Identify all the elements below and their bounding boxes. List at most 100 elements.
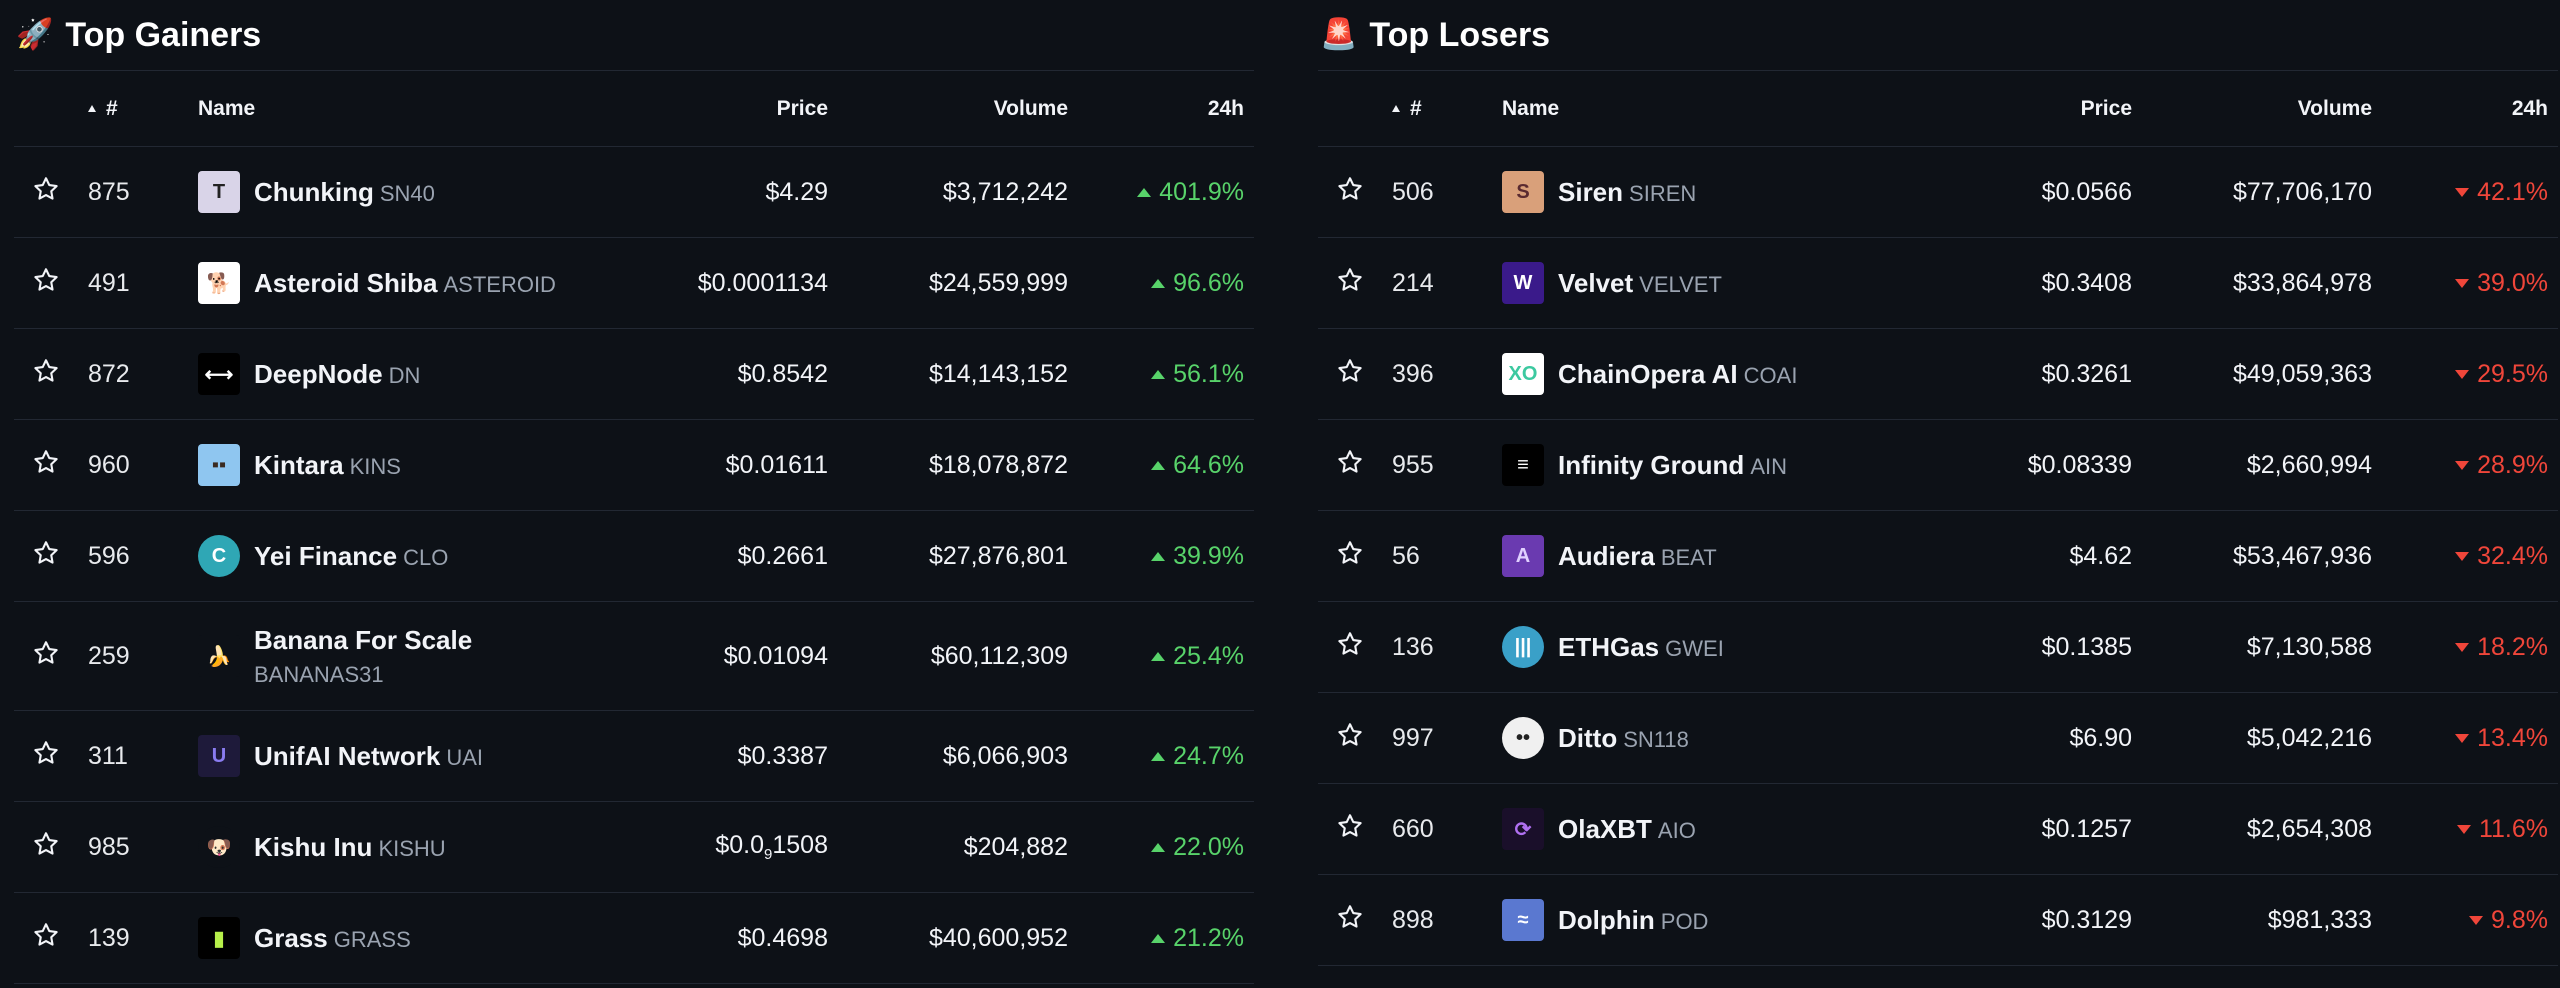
coin-name[interactable]: Yei Finance bbox=[254, 540, 398, 571]
table-row[interactable]: 596 C Yei Finance CLO $0.2661 $27,876,801 39.9… bbox=[14, 511, 1254, 602]
coin-name-cell[interactable]: ⟳ OlaXBT AIO bbox=[1502, 808, 1912, 850]
rank-header[interactable]: # bbox=[1382, 71, 1492, 147]
coin-name-cell[interactable]: C Yei Finance CLO bbox=[198, 535, 608, 577]
table-row[interactable]: 136 ||| ETHGas GWEI $0.1385 $7,130,588 18.2% bbox=[1318, 602, 2558, 693]
coin-symbol: KINS bbox=[349, 453, 401, 479]
coin-name-cell[interactable]: ▮ Grass GRASS bbox=[198, 917, 608, 959]
table-row[interactable]: 56 A Audiera BEAT $4.62 $53,467,936 32.4% bbox=[1318, 511, 2558, 602]
coin-name-cell[interactable]: W Velvet VELVET bbox=[1502, 262, 1912, 304]
coin-name[interactable]: DeepNode bbox=[254, 358, 383, 389]
star-outline-icon[interactable] bbox=[1336, 539, 1364, 567]
coin-name[interactable]: Kishu Inu bbox=[254, 831, 373, 862]
star-outline-icon[interactable] bbox=[32, 175, 60, 203]
coin-name[interactable]: OlaXBT bbox=[1558, 813, 1652, 844]
change-cell: 13.4% bbox=[2382, 693, 2558, 784]
coin-name[interactable]: Kintara bbox=[254, 449, 344, 480]
coin-name-cell[interactable]: ≈ Dolphin POD bbox=[1502, 899, 1912, 941]
star-outline-icon[interactable] bbox=[1336, 357, 1364, 385]
coin-name-cell[interactable]: ▪▪ Kintara KINS bbox=[198, 444, 608, 486]
volume-header[interactable]: Volume bbox=[2297, 96, 2372, 120]
coin-name-cell[interactable]: ||| ETHGas GWEI bbox=[1502, 626, 1912, 668]
star-outline-icon[interactable] bbox=[32, 639, 60, 667]
star-outline-icon[interactable] bbox=[1336, 812, 1364, 840]
coin-name[interactable]: Audiera bbox=[1558, 540, 1655, 571]
coin-name[interactable]: UnifAI Network bbox=[254, 740, 441, 771]
star-outline-icon[interactable] bbox=[1336, 630, 1364, 658]
volume-cell: $2,654,308 bbox=[2246, 814, 2372, 843]
star-outline-icon[interactable] bbox=[32, 357, 60, 385]
price-header[interactable]: Price bbox=[2080, 96, 2132, 120]
rank-header[interactable]: # bbox=[78, 71, 188, 147]
star-outline-icon[interactable] bbox=[1336, 721, 1364, 749]
table-row[interactable]: 259 🍌 Banana For Scale BANANAS31 $0.01094 $60… bbox=[14, 602, 1254, 711]
table-row[interactable]: 898 ≈ Dolphin POD $0.3129 $981,333 9.8% bbox=[1318, 875, 2558, 966]
coin-name-cell[interactable]: 🐶 Kishu Inu KISHU bbox=[198, 826, 608, 868]
coin-name[interactable]: Velvet bbox=[1558, 267, 1634, 298]
table-row[interactable]: 396 XO ChainOpera AI COAI $0.3261 $49,059,363… bbox=[1318, 329, 2558, 420]
coin-name-cell[interactable]: XO ChainOpera AI COAI bbox=[1502, 353, 1912, 395]
volume-cell: $49,059,363 bbox=[2232, 359, 2372, 388]
star-outline-icon[interactable] bbox=[1336, 903, 1364, 931]
star-outline-icon[interactable] bbox=[32, 448, 60, 476]
coin-name[interactable]: Ditto bbox=[1558, 722, 1618, 753]
price-cell: $0.8542 bbox=[737, 359, 828, 388]
coin-name[interactable]: Banana For Scale bbox=[254, 624, 473, 655]
coin-symbol: GWEI bbox=[1665, 635, 1724, 661]
coin-name-cell[interactable]: T Chunking SN40 bbox=[198, 171, 608, 213]
coin-name-cell[interactable]: U UnifAI Network UAI bbox=[198, 735, 608, 777]
price-cell: $6.90 bbox=[2069, 723, 2132, 752]
star-outline-icon[interactable] bbox=[32, 266, 60, 294]
table-row[interactable]: 506 S Siren SIREN $0.0566 $77,706,170 42.1% bbox=[1318, 147, 2558, 238]
table-row[interactable]: 997 •• Ditto SN118 $6.90 $5,042,216 13.4% bbox=[1318, 693, 2558, 784]
coin-name[interactable]: Asteroid Shiba bbox=[254, 267, 438, 298]
volume-cell: $27,876,801 bbox=[928, 541, 1068, 570]
table-row[interactable]: 985 🐶 Kishu Inu KISHU $0.091508 $204,882 22.0% bbox=[14, 802, 1254, 893]
coin-name[interactable]: Infinity Ground bbox=[1558, 449, 1745, 480]
star-outline-icon[interactable] bbox=[1336, 448, 1364, 476]
coin-name-cell[interactable]: •• Ditto SN118 bbox=[1502, 717, 1912, 759]
coin-name-cell[interactable]: ≡ Infinity Ground AIN bbox=[1502, 444, 1912, 486]
coin-name[interactable]: ChainOpera AI bbox=[1558, 358, 1738, 389]
coin-name[interactable]: Grass bbox=[254, 922, 328, 953]
star-outline-icon[interactable] bbox=[32, 539, 60, 567]
change-header[interactable]: 24h bbox=[1207, 96, 1244, 120]
volume-cell: $60,112,309 bbox=[930, 641, 1068, 670]
table-row[interactable]: 491 🐕 Asteroid Shiba ASTEROID $0.0001134 $24,… bbox=[14, 238, 1254, 329]
table-row[interactable]: 660 ⟳ OlaXBT AIO $0.1257 $2,654,308 11.6% bbox=[1318, 784, 2558, 875]
name-header[interactable]: Name bbox=[198, 96, 256, 120]
coin-name[interactable]: Chunking bbox=[254, 176, 374, 207]
coin-name[interactable]: Dolphin bbox=[1558, 904, 1655, 935]
table-row[interactable]: 214 W Velvet VELVET $0.3408 $33,864,978 39.0% bbox=[1318, 238, 2558, 329]
price-cell: $0.01611 bbox=[725, 450, 828, 479]
table-row[interactable]: 311 U UnifAI Network UAI $0.3387 $6,066,903 24… bbox=[14, 711, 1254, 802]
table-row[interactable]: 872 ⟷ DeepNode DN $0.8542 $14,143,152 56.1% bbox=[14, 329, 1254, 420]
change-header[interactable]: 24h bbox=[2511, 96, 2548, 120]
table-row[interactable]: 960 ▪▪ Kintara KINS $0.01611 $18,078,872 64.6% bbox=[14, 420, 1254, 511]
star-outline-icon[interactable] bbox=[1336, 175, 1364, 203]
caret-up-icon bbox=[1151, 934, 1166, 944]
star-outline-icon[interactable] bbox=[32, 921, 60, 949]
coin-name[interactable]: ETHGas bbox=[1558, 631, 1660, 662]
top-losers-title: 🚨 Top Losers bbox=[1318, 0, 2558, 70]
name-header[interactable]: Name bbox=[1502, 96, 1560, 120]
coin-logo-icon: T bbox=[198, 171, 240, 213]
table-row[interactable]: 875 T Chunking SN40 $4.29 $3,712,242 401.9% bbox=[14, 147, 1254, 238]
coin-name[interactable]: Siren bbox=[1558, 176, 1624, 207]
coin-name-cell[interactable]: 🍌 Banana For Scale BANANAS31 bbox=[198, 625, 608, 688]
volume-header[interactable]: Volume bbox=[993, 96, 1068, 120]
coin-name-cell[interactable]: A Audiera BEAT bbox=[1502, 535, 1912, 577]
price-cell: $0.0001134 bbox=[697, 268, 828, 297]
top-gainers-heading: Top Gainers bbox=[65, 15, 262, 54]
table-row[interactable]: 139 ▮ Grass GRASS $0.4698 $40,600,952 21.2% bbox=[14, 893, 1254, 984]
coin-symbol: SN40 bbox=[379, 180, 435, 206]
rank-cell: 259 bbox=[88, 641, 130, 670]
star-outline-icon[interactable] bbox=[1336, 266, 1364, 294]
star-outline-icon[interactable] bbox=[32, 739, 60, 767]
coin-name-cell[interactable]: S Siren SIREN bbox=[1502, 171, 1912, 213]
coin-name-cell[interactable]: 🐕 Asteroid Shiba ASTEROID bbox=[198, 262, 608, 304]
coin-name-cell[interactable]: ⟷ DeepNode DN bbox=[198, 353, 608, 395]
star-outline-icon[interactable] bbox=[32, 830, 60, 858]
table-row[interactable]: 955 ≡ Infinity Ground AIN $0.08339 $2,660,994… bbox=[1318, 420, 2558, 511]
caret-up-icon bbox=[1151, 752, 1166, 762]
price-header[interactable]: Price bbox=[776, 96, 828, 120]
